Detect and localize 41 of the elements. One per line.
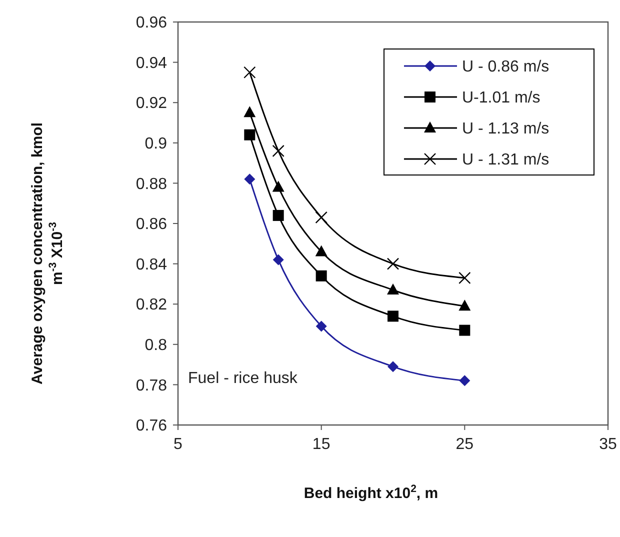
x-tick-label: 5 — [174, 436, 183, 453]
x-tick-label: 35 — [599, 436, 617, 453]
point — [387, 283, 399, 294]
point — [388, 361, 398, 372]
legend-label: U-1.01 m/s — [462, 90, 540, 107]
y-tick-label: 0.86 — [136, 216, 168, 234]
y-tick-label: 0.96 — [136, 14, 168, 32]
point — [386, 258, 400, 270]
point — [272, 144, 284, 158]
y-tick-label: 0.88 — [136, 176, 168, 193]
point — [244, 174, 256, 185]
legend-label: U - 1.13 m/s — [462, 120, 550, 138]
legend-label: U - 1.31 m/s — [462, 152, 550, 169]
point — [272, 210, 284, 221]
point — [272, 180, 284, 192]
y-tick-label: 0.94 — [136, 54, 168, 72]
legend-label: U - 0.86 m/s — [462, 58, 550, 76]
point — [458, 272, 471, 284]
y-tick-label: 0.76 — [136, 418, 168, 435]
point — [244, 129, 256, 140]
annotation: Fuel - rice husk — [188, 370, 298, 387]
point — [316, 270, 327, 282]
point — [459, 375, 470, 386]
point — [244, 66, 256, 78]
point — [315, 211, 328, 224]
point — [459, 324, 470, 336]
point — [388, 310, 398, 322]
point — [316, 320, 327, 332]
y-tick-label: 0.92 — [136, 95, 168, 112]
y-tick-label: 0.84 — [136, 256, 168, 274]
y-tick-label: 0.8 — [144, 337, 168, 354]
point — [272, 254, 284, 266]
point — [315, 245, 328, 256]
x-axis-title: Bed height x10$^{2}$, m — [304, 483, 438, 502]
y-tick-label: 0.9 — [144, 136, 168, 152]
point — [458, 300, 471, 311]
y-tick-label: 0.82 — [136, 296, 168, 314]
x-tick-label: 15 — [312, 436, 330, 453]
y-tick-label: 0.78 — [136, 377, 168, 394]
point — [244, 106, 256, 118]
x-tick-label: 25 — [456, 436, 474, 453]
